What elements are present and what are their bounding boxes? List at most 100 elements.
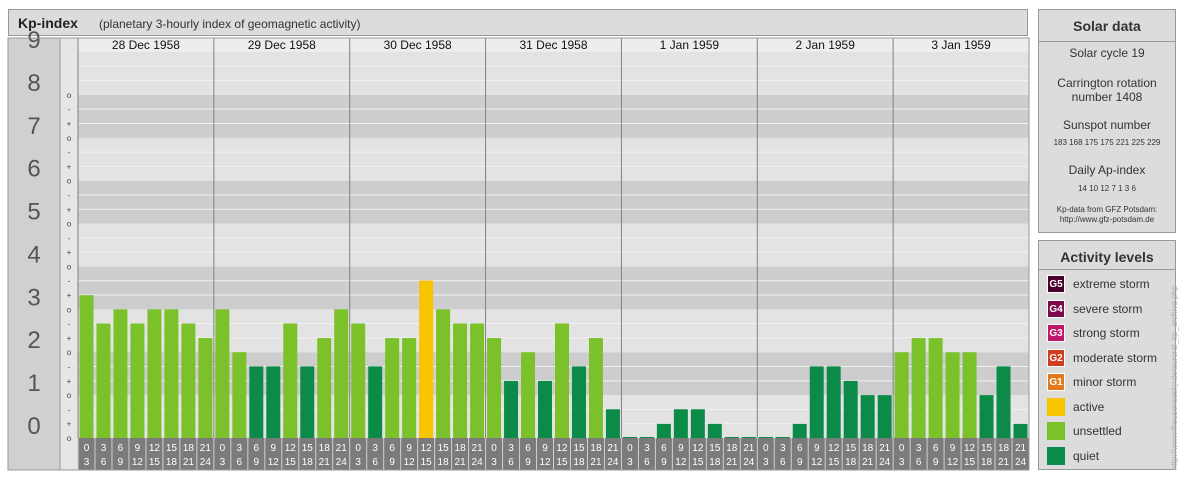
plot-band <box>78 309 1029 353</box>
interval-end-label: 9 <box>933 457 939 468</box>
kp-bar <box>792 423 807 438</box>
interval-start-label: 9 <box>814 443 820 454</box>
minor-tick-label: o <box>67 348 72 357</box>
interval-start-label: 21 <box>607 443 619 454</box>
y-tick-label: 3 <box>27 284 40 311</box>
kp-bar <box>656 423 671 438</box>
interval-start-label: 3 <box>644 443 650 454</box>
chart-title: Kp-index <box>18 15 78 31</box>
legend-swatch: G3 <box>1047 324 1065 342</box>
interval-start-label: 21 <box>472 443 484 454</box>
kp-bar <box>521 352 536 438</box>
interval-start-label: 15 <box>302 443 314 454</box>
interval-start-label: 6 <box>525 443 531 454</box>
interval-start-label: 0 <box>627 443 633 454</box>
activity-levels-panel: Activity levels G5 extreme storm G4 severe … <box>1038 240 1176 470</box>
kp-bar <box>571 366 586 438</box>
divider <box>1039 269 1175 270</box>
kp-bar <box>79 295 94 438</box>
kp-bar <box>130 323 145 438</box>
minor-tick-label: + <box>67 291 72 300</box>
kp-bar <box>979 395 994 438</box>
kp-bar <box>368 366 383 438</box>
legend-label: strong storm <box>1073 326 1140 340</box>
interval-end-label: 6 <box>644 457 650 468</box>
kp-bar <box>96 323 111 438</box>
interval-end-label: 6 <box>780 457 786 468</box>
kp-bar <box>147 309 162 438</box>
interval-start-label: 15 <box>573 443 585 454</box>
interval-end-label: 18 <box>302 457 314 468</box>
interval-start-label: 21 <box>743 443 755 454</box>
minor-tick-label: o <box>67 91 72 100</box>
kp-bar <box>911 338 926 438</box>
minor-tick-label: o <box>67 391 72 400</box>
interval-end-label: 24 <box>607 457 619 468</box>
legend-label: moderate storm <box>1073 350 1158 365</box>
interval-start-label: 3 <box>916 443 922 454</box>
activity-levels-title: Activity levels <box>1060 249 1154 265</box>
minor-tick-label: - <box>68 363 71 372</box>
chart-frame <box>7 37 1030 471</box>
kp-bar <box>317 338 332 438</box>
interval-end-label: 24 <box>743 457 755 468</box>
kp-bar <box>249 366 264 438</box>
interval-start-label: 21 <box>336 443 348 454</box>
y-tick-label: 6 <box>27 156 40 183</box>
minor-tick-label: + <box>67 334 72 343</box>
y-tick-label: 4 <box>27 241 40 268</box>
interval-end-label: 12 <box>811 457 823 468</box>
minor-tick-label: - <box>68 148 71 157</box>
interval-end-label: 15 <box>964 457 976 468</box>
interval-end-label: 12 <box>268 457 280 468</box>
interval-start-label: 0 <box>220 443 226 454</box>
interval-end-label: 24 <box>1015 457 1027 468</box>
interval-end-label: 24 <box>472 457 484 468</box>
interval-start-label: 18 <box>455 443 467 454</box>
kp-bar <box>996 366 1011 438</box>
minor-tick-label: + <box>67 119 72 128</box>
day-label: 29 Dec 1958 <box>248 38 316 52</box>
kp-bar <box>775 437 790 438</box>
interval-end-label: 12 <box>947 457 959 468</box>
legend-swatch <box>1047 446 1065 465</box>
interval-start-label: 9 <box>135 443 141 454</box>
kp-bar <box>673 409 688 438</box>
interval-end-label: 3 <box>220 457 226 468</box>
interval-end-label: 15 <box>285 457 297 468</box>
interval-start-label: 18 <box>590 443 602 454</box>
ap-index-values: 14 10 12 7 1 3 6 <box>1078 184 1136 193</box>
interval-end-label: 21 <box>183 457 195 468</box>
legend-swatch: G2 <box>1047 348 1065 367</box>
minor-tick-label: o <box>67 434 72 443</box>
kp-bar <box>283 323 298 438</box>
day-label: 31 Dec 1958 <box>519 38 587 52</box>
carrington-rotation-line-2: number 1408 <box>1071 90 1143 104</box>
interval-start-label: 18 <box>862 443 874 454</box>
interval-end-label: 21 <box>590 457 602 468</box>
plot-band <box>78 266 1029 310</box>
interval-start-label: 21 <box>1015 443 1027 454</box>
minor-tick-label: + <box>67 248 72 257</box>
y-tick-label: 5 <box>27 199 40 226</box>
interval-start-label: 18 <box>726 443 738 454</box>
minor-tick-label: - <box>68 234 71 243</box>
kp-bar <box>470 323 485 438</box>
kp-bar <box>826 366 841 438</box>
kp-bar <box>962 352 977 438</box>
watermark: http://www.theusensesky.de/auroral_kp_ar… <box>1170 285 1179 470</box>
interval-end-label: 3 <box>627 457 633 468</box>
interval-start-label: 18 <box>319 443 331 454</box>
interval-end-label: 24 <box>336 457 348 468</box>
kp-bar <box>843 380 858 438</box>
interval-end-label: 9 <box>525 457 531 468</box>
credit-line-1: Kp-data from GFZ Potsdam: <box>1056 205 1158 214</box>
legend-swatch: G1 <box>1047 373 1065 391</box>
kp-bar <box>809 366 824 438</box>
interval-end-label: 21 <box>998 457 1010 468</box>
interval-start-label: 21 <box>200 443 212 454</box>
interval-start-label: 0 <box>491 443 497 454</box>
sunspot-label: Sunspot number <box>1062 118 1152 132</box>
kp-bar <box>113 309 128 438</box>
minor-tick-label: + <box>67 420 72 429</box>
